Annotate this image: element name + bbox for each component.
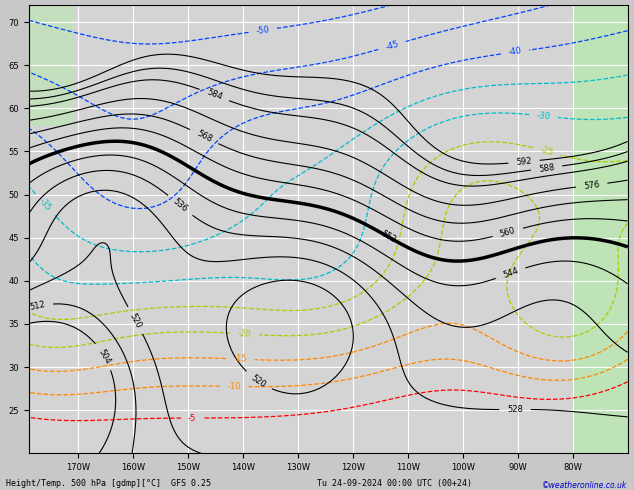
- Text: 536: 536: [171, 197, 190, 214]
- Text: -35: -35: [37, 196, 53, 213]
- Text: 588: 588: [538, 163, 555, 173]
- Text: Height/Temp. 500 hPa [gdmp][°C]  GFS 0.25: Height/Temp. 500 hPa [gdmp][°C] GFS 0.25: [6, 479, 211, 488]
- Text: 520: 520: [127, 311, 143, 329]
- Text: 504: 504: [96, 347, 112, 366]
- Bar: [573, 5, 628, 453]
- Text: -15: -15: [233, 354, 247, 364]
- Text: 592: 592: [516, 157, 533, 167]
- Text: 528: 528: [507, 405, 523, 414]
- Text: 552: 552: [379, 229, 398, 245]
- Text: ©weatheronline.co.uk: ©weatheronline.co.uk: [543, 481, 628, 490]
- Text: -30: -30: [536, 111, 551, 121]
- Text: -45: -45: [384, 39, 400, 51]
- Text: 512: 512: [29, 300, 46, 312]
- Text: Tu 24-09-2024 00:00 UTC (00+24): Tu 24-09-2024 00:00 UTC (00+24): [317, 479, 472, 488]
- Text: 560: 560: [499, 226, 517, 239]
- Text: -25: -25: [539, 145, 554, 157]
- Text: -5: -5: [188, 414, 197, 422]
- Text: -20: -20: [238, 329, 252, 339]
- Bar: [29, 5, 72, 125]
- Text: 568: 568: [195, 129, 214, 145]
- Text: 520: 520: [249, 373, 268, 390]
- Text: -10: -10: [228, 382, 241, 391]
- Text: -50: -50: [256, 25, 270, 36]
- Text: -40: -40: [508, 47, 522, 57]
- Text: 576: 576: [583, 180, 600, 191]
- Text: 584: 584: [205, 88, 223, 102]
- Text: 544: 544: [501, 266, 519, 280]
